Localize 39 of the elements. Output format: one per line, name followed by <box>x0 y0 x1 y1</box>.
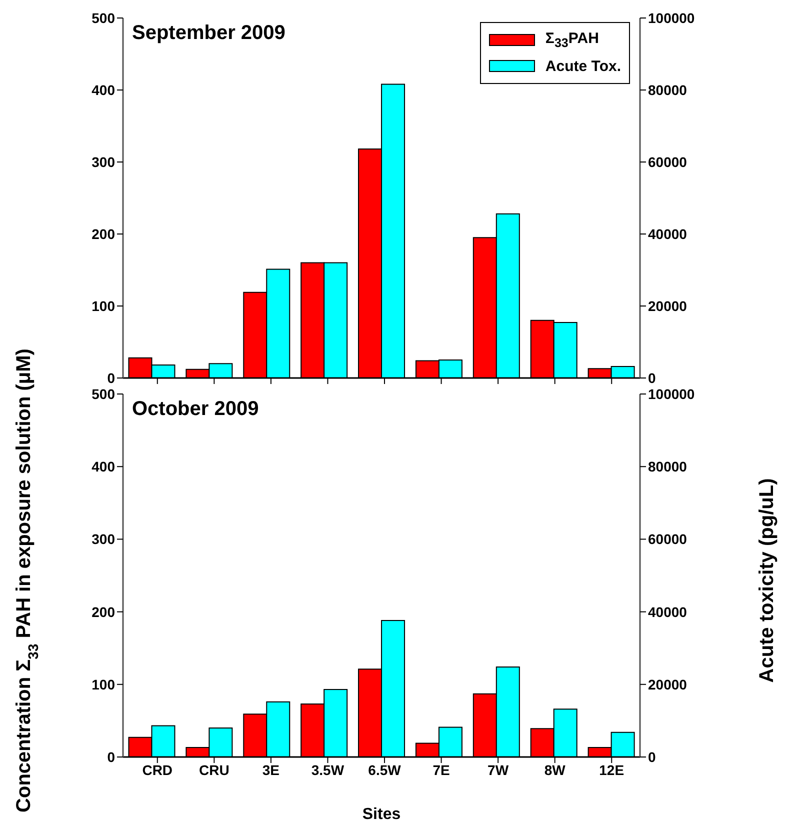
x-tick-label: CRU <box>198 762 230 778</box>
y-tick-label: 400 <box>92 458 116 475</box>
x-tick-label: 6.5W <box>368 762 402 778</box>
y-tick-label: 200 <box>92 226 116 242</box>
x-tick-label: 7E <box>432 762 450 778</box>
y2-tick-label: 80000 <box>648 82 688 98</box>
x-tick-label: 3.5W <box>311 762 345 778</box>
x-tick-label: 7W <box>488 762 510 778</box>
y-tick-label: 100 <box>92 298 116 314</box>
y-tick-label: 500 <box>92 10 116 26</box>
y-tick-label: 200 <box>92 604 116 620</box>
y2-tick-label: 40000 <box>648 226 688 242</box>
x-tick-label: CRD <box>142 762 173 778</box>
y-tick-label: 100 <box>92 676 116 692</box>
legend-label: Acute Tox. <box>545 58 621 74</box>
y-tick-label: 0 <box>107 748 116 765</box>
y2-tick-label: 60000 <box>648 531 688 548</box>
x-tick-label: 8W <box>544 762 566 778</box>
y2-tick-label: 60000 <box>648 154 688 170</box>
y-tick-label: 400 <box>92 82 116 98</box>
y2-tick-label: 100000 <box>648 386 695 402</box>
y-tick-label: 0 <box>107 370 116 386</box>
x-axis-title: Sites <box>362 806 401 823</box>
y2-tick-label: 20000 <box>648 298 688 314</box>
x-tick-label: 12E <box>599 762 624 778</box>
y2-tick-label: 0 <box>648 748 656 765</box>
y-tick-label: 300 <box>92 531 116 548</box>
y2-tick-label: 100000 <box>648 10 695 26</box>
y2-tick-label: 80000 <box>648 458 688 475</box>
y2-tick-label: 20000 <box>648 676 688 692</box>
y2-axis-title: Acute toxicity (pg/uL) <box>756 478 778 683</box>
legend-label: Σ$_{33}$PAH <box>545 30 599 50</box>
x-tick-label: 3E <box>262 762 280 778</box>
y-tick-label: 300 <box>92 154 116 170</box>
y2-tick-label: 40000 <box>648 604 688 620</box>
chart-title: September 2009 <box>132 22 286 44</box>
y-tick-label: 500 <box>92 386 116 402</box>
y2-tick-label: 0 <box>648 370 656 386</box>
chart-title: October 2009 <box>132 398 259 420</box>
